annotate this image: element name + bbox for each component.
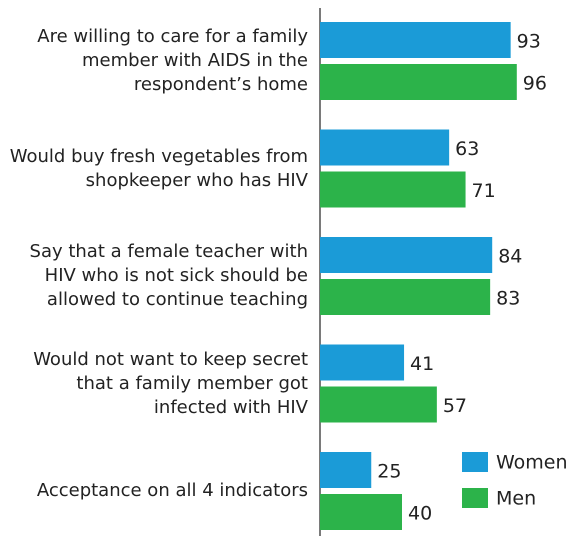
- category-label: Would buy fresh vegetables from shopkeep…: [9, 145, 308, 191]
- legend-swatch: [462, 488, 488, 508]
- legend-swatch: [462, 452, 488, 472]
- category-label: Would not want to keep secret that a fam…: [33, 348, 308, 418]
- bar: [320, 22, 511, 58]
- bar: [320, 64, 517, 100]
- bar: [320, 494, 402, 530]
- bar: [320, 386, 437, 423]
- bar: [320, 237, 493, 273]
- bar: [320, 344, 405, 381]
- legend-label: Women: [496, 452, 568, 474]
- bar: [320, 279, 491, 315]
- category-label: Say that a female teacher with HIV who i…: [29, 241, 308, 310]
- data-label: 57: [443, 395, 467, 417]
- data-label: 40: [408, 503, 432, 525]
- data-label: 96: [523, 73, 547, 95]
- data-label: 71: [472, 180, 496, 202]
- bar: [320, 129, 450, 166]
- category-label: Are willing to care for a family member …: [37, 26, 308, 95]
- category-label: Acceptance on all 4 indicators: [36, 480, 308, 501]
- data-label: 63: [455, 138, 479, 160]
- legend-label: Men: [496, 488, 536, 510]
- data-label: 25: [377, 461, 401, 483]
- data-label: 41: [410, 353, 434, 375]
- data-label: 93: [517, 31, 541, 53]
- bar: [320, 452, 372, 488]
- data-label: 83: [496, 288, 520, 310]
- bar: [320, 171, 466, 208]
- data-label: 84: [498, 246, 522, 268]
